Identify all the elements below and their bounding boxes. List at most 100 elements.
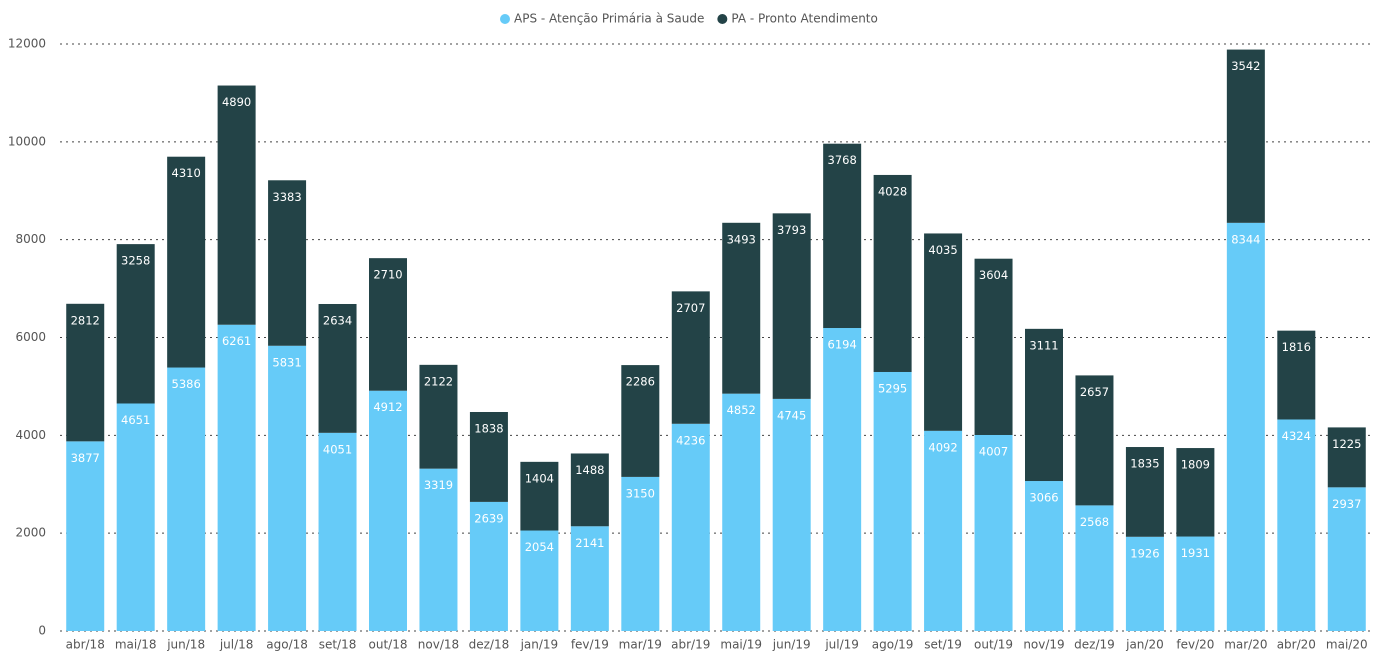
value-label: 4035 <box>928 243 957 257</box>
x-tick-label: mai/20 <box>1326 638 1368 651</box>
bar-segment <box>570 453 609 527</box>
value-label: 2812 <box>71 313 100 327</box>
bar-segment <box>66 441 105 631</box>
bar-segment <box>772 398 811 631</box>
bar-segment <box>974 258 1013 435</box>
bar-segment <box>520 530 559 631</box>
bar-segment <box>268 180 307 346</box>
value-label: 4310 <box>172 166 201 180</box>
bar-segment <box>1226 49 1265 223</box>
x-tick-label: dez/19 <box>1074 638 1115 651</box>
x-tick-label: nov/19 <box>1023 638 1064 651</box>
value-label: 6194 <box>828 338 857 352</box>
value-label: 1809 <box>1181 458 1210 472</box>
value-label: 2634 <box>323 313 352 327</box>
bar-segment <box>873 174 912 372</box>
bar-segment <box>1277 330 1316 420</box>
bar-segment <box>671 291 710 424</box>
x-tick-label: mai/18 <box>115 638 157 651</box>
value-label: 2568 <box>1080 515 1109 529</box>
x-tick-label: out/19 <box>974 638 1013 651</box>
legend-marker <box>500 14 510 24</box>
bar-segment <box>66 303 105 442</box>
value-label: 1816 <box>1282 340 1311 354</box>
value-label: 3258 <box>121 254 150 268</box>
bar-segment <box>167 367 206 631</box>
bar-segment <box>369 390 407 631</box>
value-label: 1488 <box>575 463 604 477</box>
legend-marker <box>717 14 728 24</box>
value-label: 4092 <box>928 440 957 454</box>
bar-segment <box>1025 328 1063 482</box>
x-tick-label: jul/19 <box>824 638 859 651</box>
bar-segment <box>419 468 458 631</box>
value-label: 8344 <box>1231 232 1260 246</box>
bar-segment <box>1025 481 1063 631</box>
value-label: 3066 <box>1029 491 1058 505</box>
bar-segment <box>469 501 508 631</box>
bar-segment <box>924 233 963 431</box>
bar-segment <box>621 476 660 631</box>
bar-segment <box>1277 419 1316 631</box>
bar-segment <box>974 434 1013 631</box>
bar-segment <box>772 213 811 399</box>
bar-segment <box>1125 447 1164 537</box>
bar-segment <box>1176 536 1215 631</box>
bar-segment <box>318 432 357 631</box>
bar-segment <box>217 85 256 325</box>
bar-segment <box>419 364 458 469</box>
bar-segment <box>924 430 963 631</box>
value-label: 1931 <box>1181 546 1210 560</box>
bar-segment <box>469 412 508 502</box>
value-label: 1835 <box>1130 457 1159 471</box>
bar-segment <box>823 143 862 329</box>
bar-segment <box>520 461 559 531</box>
value-label: 3542 <box>1231 59 1260 73</box>
bar-segment <box>1176 448 1215 537</box>
bar-segment <box>116 403 155 631</box>
y-tick-label: 10000 <box>8 134 46 148</box>
value-label: 5831 <box>272 355 301 369</box>
value-label: 4051 <box>323 442 352 456</box>
value-label: 3383 <box>272 190 301 204</box>
value-label: 4007 <box>979 444 1008 458</box>
value-label: 1225 <box>1332 437 1361 451</box>
bar-segment <box>116 244 155 404</box>
value-label: 3111 <box>1029 338 1058 352</box>
x-tick-label: jun/19 <box>772 638 811 651</box>
bar-segment <box>823 328 862 631</box>
bar-segment <box>217 324 256 631</box>
bar-segment <box>318 303 357 433</box>
bar-segment <box>722 222 761 394</box>
value-label: 4912 <box>373 400 402 414</box>
value-label: 3793 <box>777 223 806 237</box>
bar-segment <box>1075 505 1114 631</box>
y-tick-label: 2000 <box>15 526 46 540</box>
value-label: 3768 <box>828 153 857 167</box>
value-label: 3493 <box>727 232 756 246</box>
bar-segment <box>570 526 609 631</box>
value-label: 4028 <box>878 184 907 198</box>
x-tick-label: abr/20 <box>1277 638 1316 651</box>
value-label: 2657 <box>1080 385 1109 399</box>
x-tick-label: dez/18 <box>469 638 510 651</box>
x-tick-label: mai/19 <box>720 638 762 651</box>
x-tick-label: abr/19 <box>671 638 710 651</box>
bar-segment <box>1327 487 1366 631</box>
value-label: 5295 <box>878 381 907 395</box>
value-label: 2639 <box>474 511 503 525</box>
value-label: 2937 <box>1332 497 1361 511</box>
x-tick-label: jun/18 <box>166 638 205 651</box>
x-tick-label: jan/19 <box>520 638 559 651</box>
value-label: 4324 <box>1282 429 1311 443</box>
value-label: 2122 <box>424 374 453 388</box>
value-label: 2710 <box>373 268 402 282</box>
value-label: 4890 <box>222 95 251 109</box>
x-tick-label: abr/18 <box>66 638 105 651</box>
bar-segment <box>671 423 710 631</box>
bar-segment <box>268 345 307 631</box>
bar-segment <box>1226 222 1265 631</box>
x-tick-label: ago/18 <box>266 638 308 651</box>
value-label: 2286 <box>626 375 655 389</box>
